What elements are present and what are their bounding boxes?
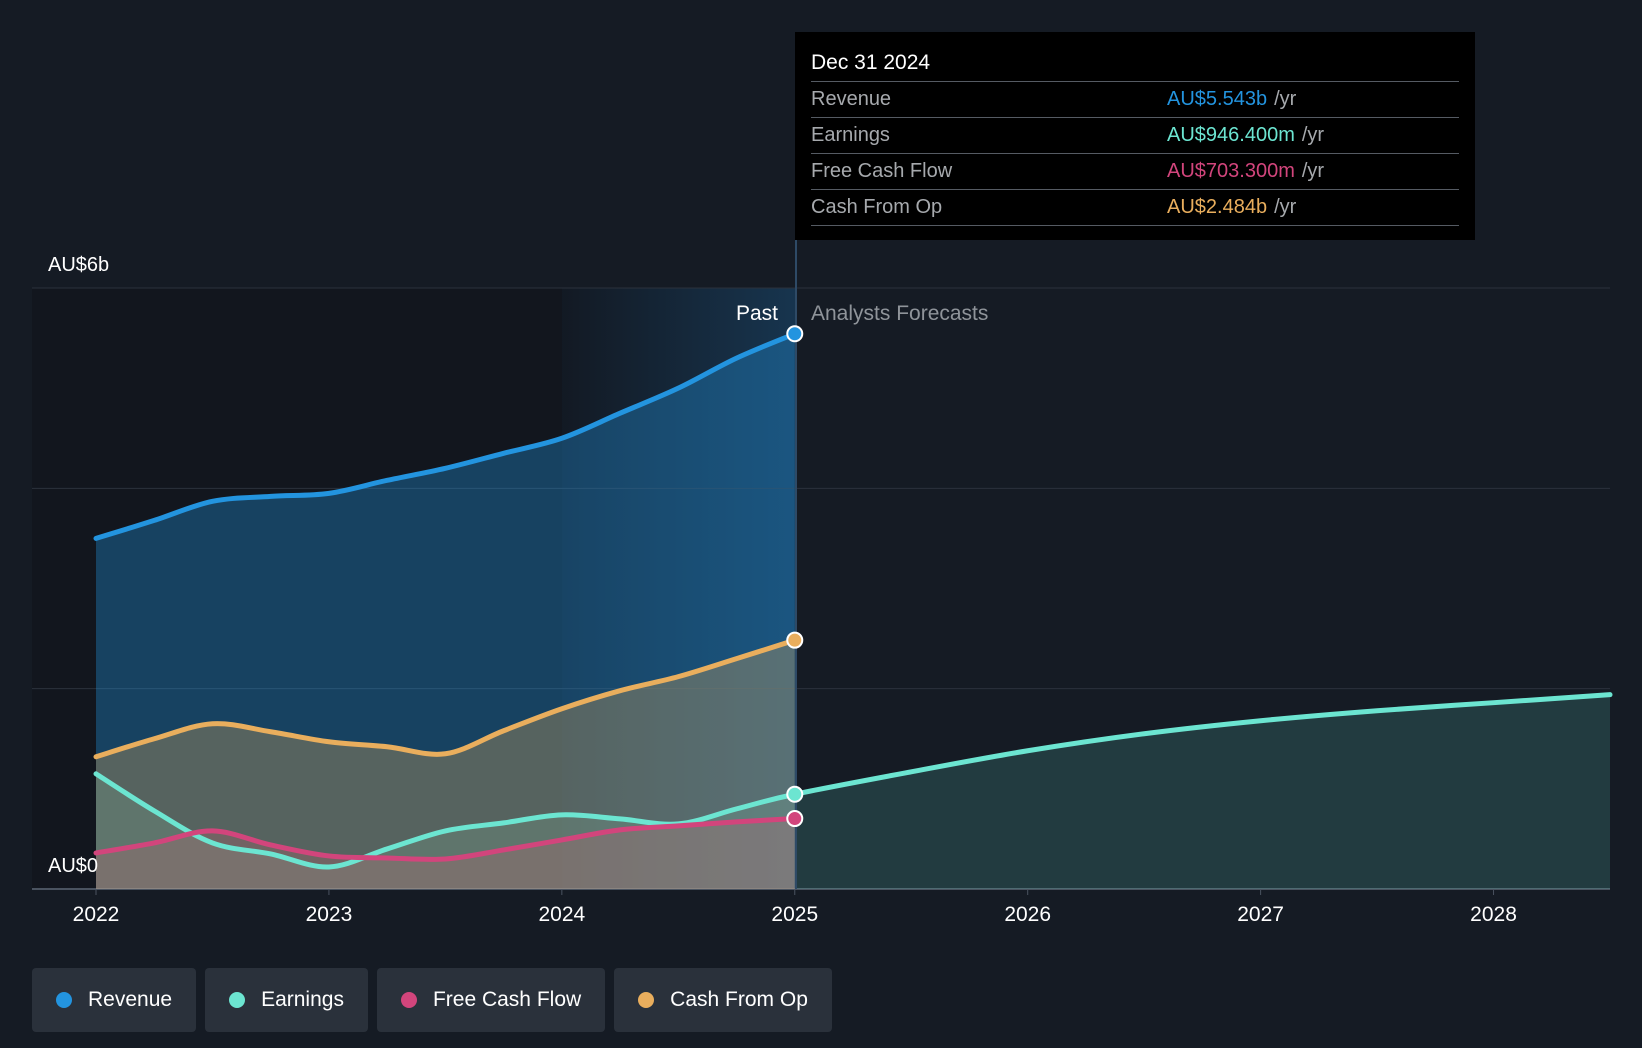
legend-item-earnings[interactable]: Earnings [205,968,368,1032]
x-tick-label: 2025 [771,903,818,926]
tooltip-unit: /yr [1301,124,1325,146]
gridlines [32,287,1610,890]
tooltip-row-revenue: Revenue AU$5.543b /yr [811,82,1459,118]
tooltip-label: Free Cash Flow [811,160,953,182]
tooltip-row-earnings: Earnings AU$946.400m /yr [811,118,1459,154]
earnings-line [93,692,1613,870]
x-tick-label: 2026 [1004,903,1051,926]
legend-label: Free Cash Flow [432,988,582,1011]
series-fills [96,333,1610,890]
revenue-line [93,331,798,541]
legend-item-free-cash-flow[interactable]: Free Cash Flow [376,968,606,1032]
free-cash-flow-area [96,818,795,889]
earnings-dot-icon [229,992,246,1008]
x-tick-label: 2023 [306,903,353,926]
tooltip-value: AU$946.400m [1167,124,1295,146]
tooltip: Dec 31 2024 Revenue AU$5.543b /yr Earnin… [795,32,1475,240]
tooltip-date: Dec 31 2024 [811,46,1459,82]
tooltip-row-free-cash-flow: Free Cash Flow AU$703.300m /yr [811,154,1459,190]
forecast-label: Analysts Forecasts [811,302,988,325]
y-label-bottom: AU$0 [48,855,98,877]
cash-from-op-dot-icon [638,992,655,1008]
tooltip-value: AU$5.543b [1167,88,1268,110]
chart: AU$6b AU$0 Past Analysts Forecasts 2022 2… [32,240,1613,926]
x-tick-label: 2027 [1237,903,1284,926]
revenue-dot-icon [56,992,72,1008]
tooltip-row-cash-from-op: Cash From Op AU$2.484b /yr [811,190,1459,226]
tooltip-label: Revenue [811,88,892,110]
series-lines [93,331,1613,870]
x-tick-label: 2024 [538,903,585,926]
earnings-area [96,694,1610,889]
endpoint-markers [786,325,804,828]
legend-item-revenue[interactable]: Revenue [32,968,197,1032]
x-tick-label: 2022 [73,903,120,926]
tooltip-unit: /yr [1274,196,1297,218]
cash-from-op-point [786,631,804,649]
legend-label: Revenue [88,988,173,1011]
cash-from-op-line [93,637,798,760]
cash-from-op-area [96,640,795,889]
free-cash-flow-line [93,816,798,862]
legend: Revenue Earnings Free Cash Flow Cash Fro… [32,968,841,1032]
legend-item-cash-from-op[interactable]: Cash From Op [614,968,832,1032]
past-label: Past [736,302,778,325]
tooltip-value: AU$2.484b [1167,196,1268,218]
revenue-point [786,325,804,343]
tooltip-label: Earnings [811,124,890,146]
free-cash-flow-point [786,810,804,828]
x-tick-label: 2028 [1470,903,1517,926]
tooltip-unit: /yr [1274,88,1297,110]
x-axis: 2022 2023 2024 2025 2026 2027 2028 [73,889,1517,926]
legend-label: Cash From Op [670,988,808,1011]
tooltip-value: AU$703.300m [1167,160,1295,182]
tooltip-unit: /yr [1301,160,1325,182]
revenue-area [96,333,795,890]
tooltip-label: Cash From Op [811,196,943,218]
legend-label: Earnings [261,988,344,1011]
earnings-point [786,785,804,803]
y-label-top: AU$6b [48,254,109,276]
free-cash-flow-dot-icon [400,992,417,1008]
